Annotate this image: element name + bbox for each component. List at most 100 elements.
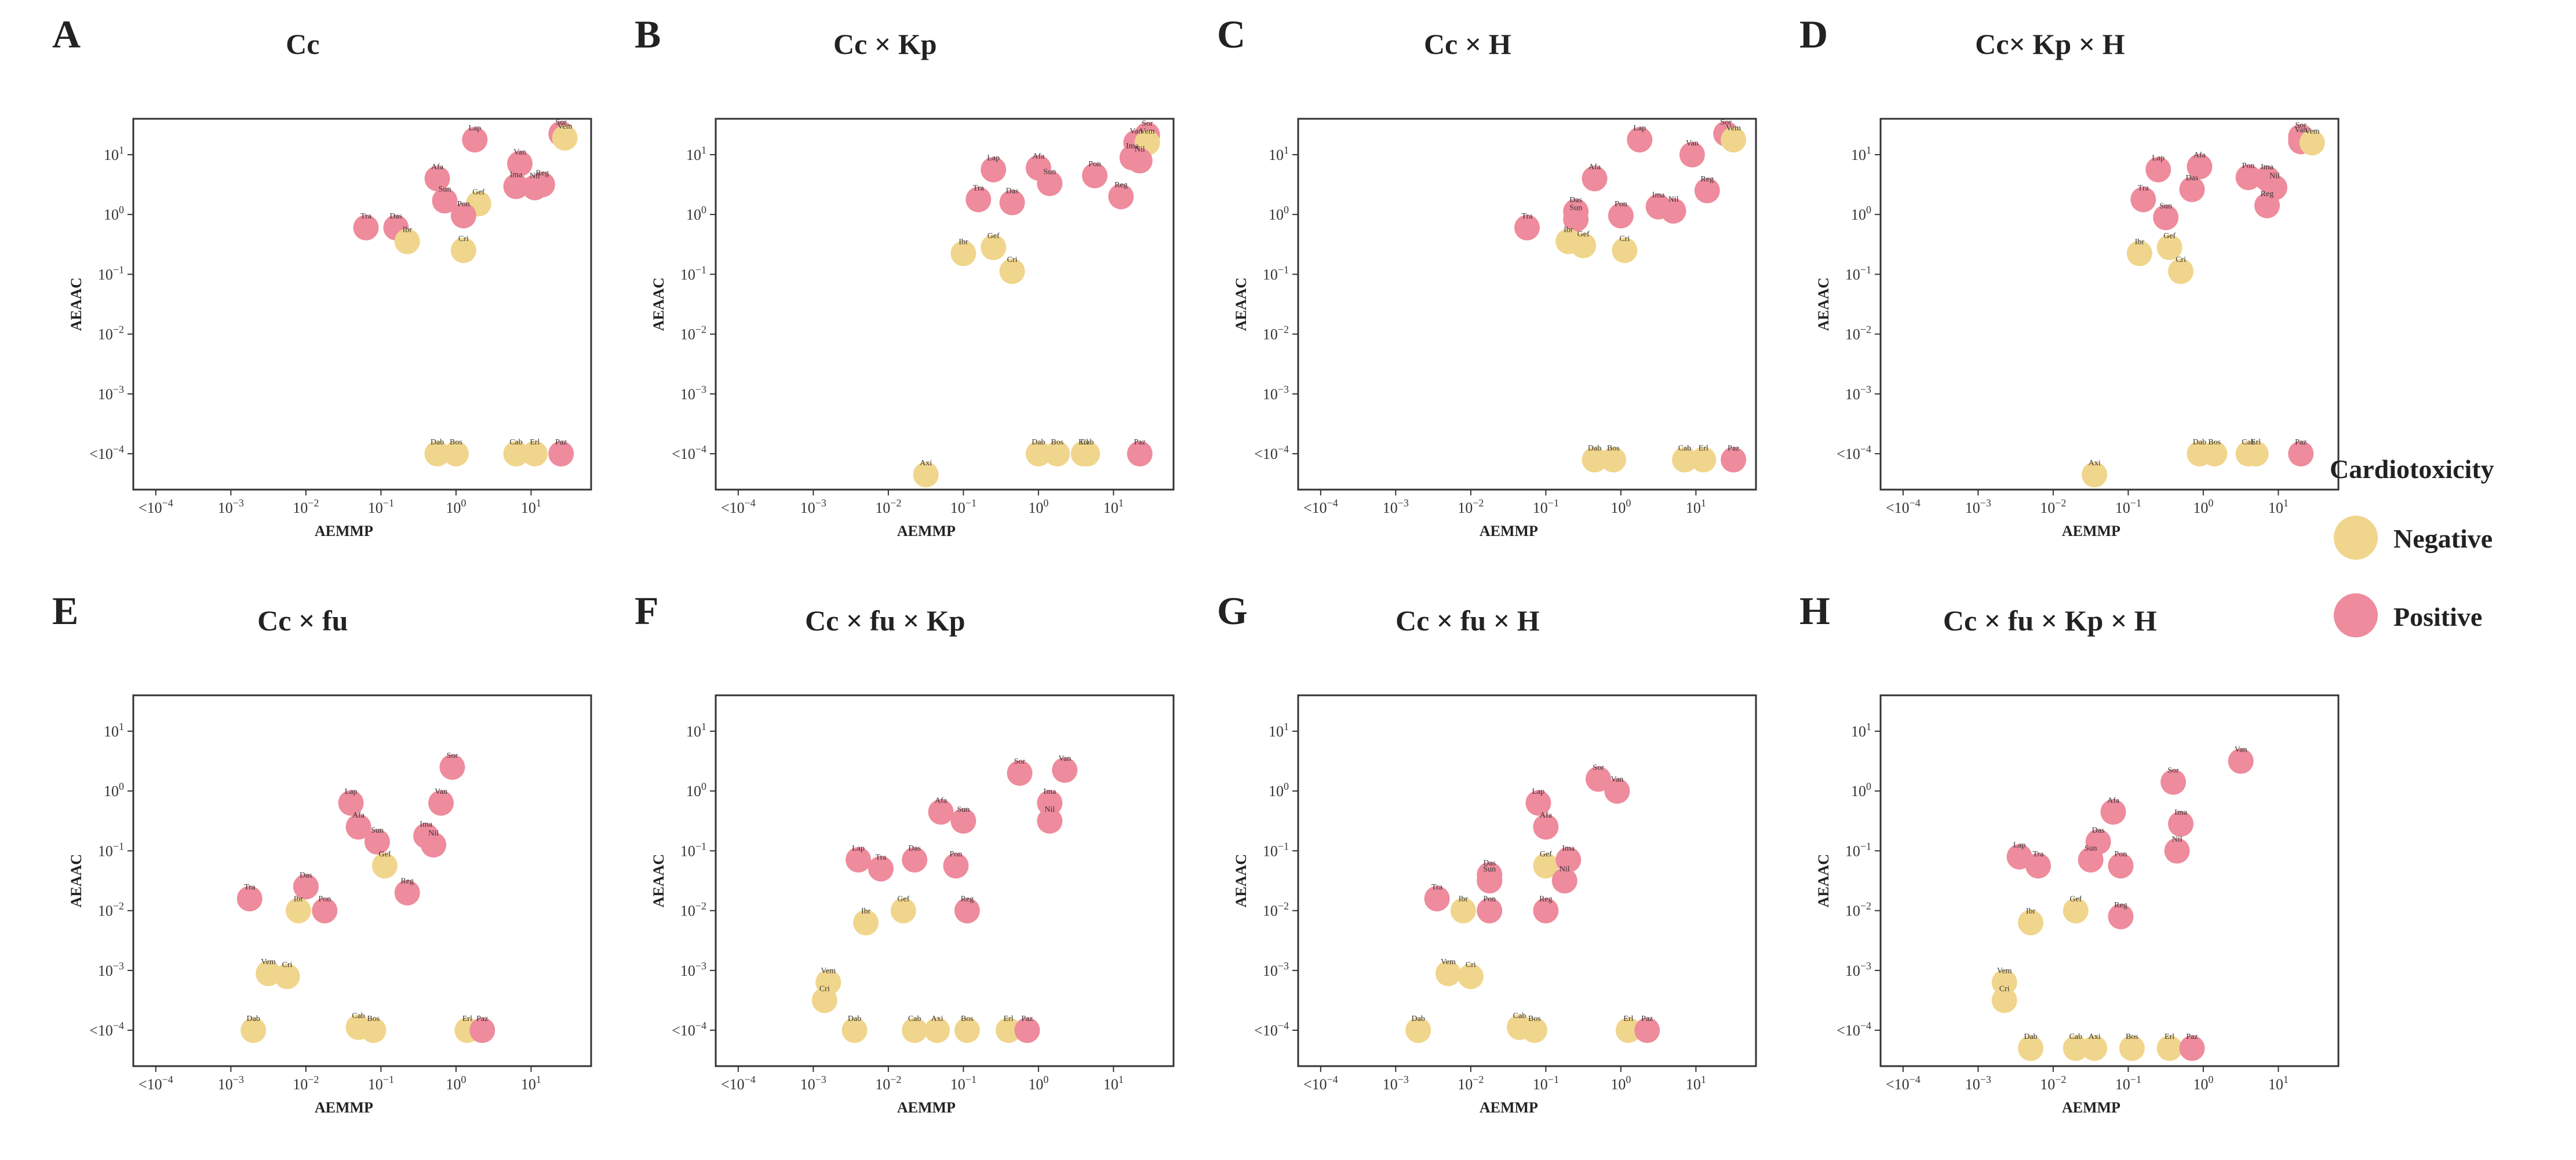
data-point-lap [1525, 790, 1551, 816]
x-tick-label: 10−3 [800, 1074, 826, 1093]
y-tick-label: 10−3 [1845, 960, 1871, 979]
data-point-reg [2254, 192, 2280, 218]
x-tick-label: 101 [2268, 1074, 2289, 1093]
data-point-label: Reg [1701, 175, 1714, 184]
y-tick-label: <10−4 [1837, 1020, 1871, 1039]
data-point-nil [2164, 838, 2190, 864]
data-point-tra [353, 214, 379, 240]
data-point-label: Pon [950, 850, 963, 859]
y-tick-label: 10−2 [1845, 900, 1871, 920]
data-point-label: Vem [558, 122, 573, 131]
data-point-label: Sor [447, 752, 458, 760]
data-point-label: Cab [1081, 438, 1094, 447]
data-point-gef [2156, 234, 2183, 260]
data-point-label: Lap [2152, 154, 2165, 163]
x-axis-title: AEMMP [315, 523, 373, 539]
data-point-nil [1551, 868, 1577, 893]
y-axis-title: AEAAC [68, 278, 85, 331]
data-point-label: Gef [988, 232, 1000, 240]
data-point-label: Reg [1539, 895, 1553, 904]
data-point-label: Ibr [2135, 238, 2145, 246]
y-tick-label: 101 [686, 144, 706, 163]
data-point-dab [841, 1017, 868, 1044]
data-point-erl [1690, 447, 1717, 473]
data-point-das [293, 874, 319, 900]
panel-a: A Cc <10−4 10−3 10−2 10−1 100 101 <10−4 10−3 10−2 1… [52, 12, 592, 539]
data-point-bos [954, 1017, 980, 1044]
y-axis-title: AEAAC [1815, 854, 1832, 907]
data-point-cri [1612, 238, 1638, 264]
data-point-label: Van [435, 787, 447, 796]
data-point-axi [924, 1017, 950, 1044]
data-point-label: Cri [1999, 984, 2010, 993]
data-point-vem [2299, 130, 2325, 156]
data-point-label: Das [2092, 826, 2105, 835]
panel-letter: G [1217, 589, 1248, 633]
y-tick-label: 10−2 [1845, 324, 1871, 343]
data-point-label: Ima [1043, 787, 1056, 796]
y-tick-label: 10−1 [1845, 840, 1871, 859]
data-point-label: Cri [819, 984, 830, 993]
data-point-label: Sor [1593, 764, 1604, 772]
data-point-nil [522, 174, 548, 200]
data-point-label: Tra [360, 212, 372, 221]
data-point-label: Dab [848, 1015, 861, 1023]
data-point-label: Bos [961, 1015, 974, 1023]
data-point-van [507, 151, 533, 177]
panel-title: Cc × H [1424, 28, 1511, 60]
data-point-tra [1514, 214, 1540, 240]
panel-title: Cc × fu × Kp × H [1943, 604, 2157, 637]
data-point-dab [1582, 447, 1608, 473]
data-point-sor [439, 754, 465, 780]
data-point-label: Reg [536, 169, 549, 178]
data-point-pon [312, 898, 338, 924]
data-point-lap [846, 847, 872, 873]
data-point-label: Vem [261, 958, 276, 966]
data-point-sun [432, 188, 458, 214]
data-point-label: Ibr [1564, 226, 1573, 235]
data-point-label: Sun [439, 185, 451, 194]
data-point-cab [902, 1017, 928, 1044]
data-point-ibr [1450, 898, 1476, 924]
data-point-label: Van [1611, 775, 1624, 784]
data-point-erl [2243, 441, 2269, 467]
data-point-erl [1615, 1017, 1641, 1044]
data-point-vem [1991, 969, 2017, 995]
data-point-label: Ibr [2026, 907, 2036, 915]
y-tick-label: 100 [686, 204, 706, 223]
data-point-label: Cri [282, 961, 293, 969]
x-tick-label: 101 [521, 497, 541, 516]
data-point-label: Das [300, 871, 312, 880]
data-point-afa [1582, 166, 1608, 192]
y-tick-label: 100 [104, 780, 124, 800]
data-point-label: Lap [345, 787, 358, 796]
y-tick-label: 10−1 [1845, 264, 1871, 283]
data-point-label: Cab [509, 438, 523, 447]
legend-positive-marker [2334, 593, 2378, 637]
data-point-label: Erl [1699, 444, 1708, 453]
data-point-label: Ibr [861, 907, 871, 915]
data-point-nil [1037, 808, 1063, 834]
y-axis-title: AEAAC [650, 278, 667, 331]
x-tick-label: 10−2 [2040, 497, 2066, 516]
data-point-tra [1424, 885, 1450, 911]
data-point-label: Axi [931, 1015, 943, 1023]
data-point-label: Lap [1633, 124, 1646, 133]
data-point-cab [1671, 447, 1697, 473]
plot-frame [1879, 118, 2340, 491]
data-point-cri [811, 987, 837, 1013]
x-tick-label: <10−4 [1886, 1074, 1921, 1093]
y-tick-label: <10−4 [672, 1020, 706, 1039]
data-point-label: Paz [2295, 438, 2307, 447]
data-point-lap [2145, 156, 2171, 183]
data-point-label: Lap [468, 124, 481, 133]
data-point-van [1052, 757, 1078, 783]
data-point-label: Cab [908, 1015, 921, 1023]
data-point-axi [2082, 462, 2108, 488]
y-tick-label: <10−4 [89, 443, 124, 462]
data-point-label: Tra [875, 853, 887, 862]
x-tick-label: <10−4 [721, 1074, 756, 1093]
data-point-ima [503, 173, 529, 199]
data-point-label: Sor [1014, 757, 1026, 766]
